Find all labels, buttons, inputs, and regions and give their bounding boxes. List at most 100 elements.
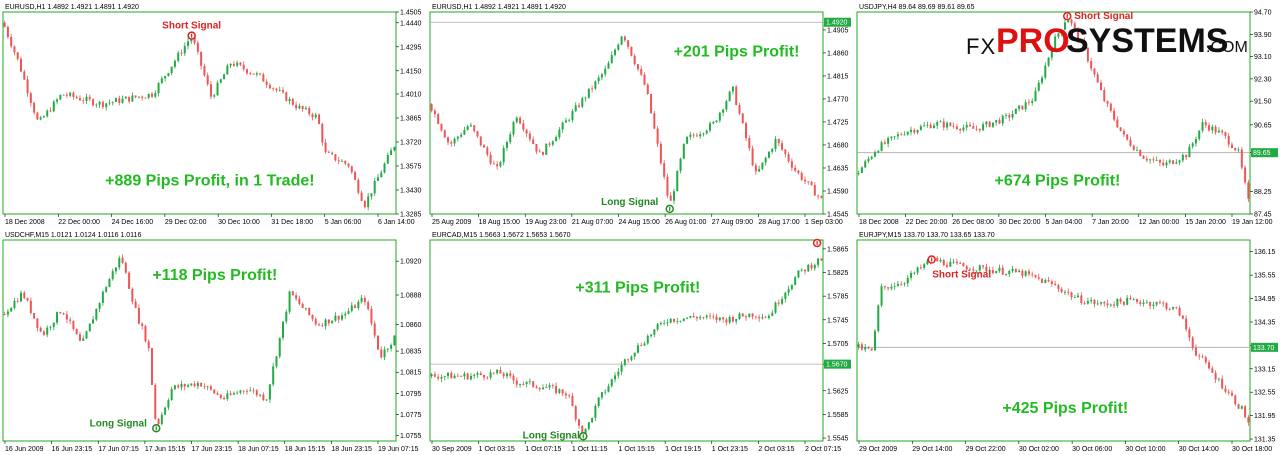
candle-body — [913, 129, 916, 133]
candle-body — [607, 386, 610, 392]
candle-body — [1119, 127, 1122, 131]
logo-com: .COM — [1206, 39, 1248, 56]
candle-body — [800, 172, 803, 180]
candle-body — [1103, 302, 1106, 304]
candle-body — [101, 291, 104, 303]
candle-body — [509, 373, 512, 376]
candle-body — [75, 96, 78, 99]
candle-body — [896, 134, 899, 137]
candle-body — [118, 257, 121, 268]
candle-body — [229, 63, 232, 66]
candle-body — [229, 393, 232, 395]
candle-body — [118, 98, 121, 103]
candle-body — [817, 195, 820, 197]
candle-body — [331, 320, 334, 324]
chart-svg: EURUSD,H1 1.4892 1.4921 1.4891 1.4920 1.4… — [2, 4, 422, 226]
x-tick-label: 12 Jan 00:00 — [1139, 219, 1180, 226]
candle-body — [108, 102, 111, 104]
profit-annotation: +674 Pips Profit! — [995, 173, 1121, 190]
candle-body — [741, 313, 744, 317]
candle-body — [936, 122, 939, 126]
candle-body — [722, 109, 725, 113]
candle-body — [350, 166, 353, 173]
candle-body — [916, 267, 919, 273]
candle-body — [1158, 302, 1161, 303]
candle-body — [1060, 288, 1063, 293]
chart-svg: EURJPY,M15 133.70 133.70 133.65 133.70 13… — [856, 232, 1278, 453]
x-tick-label: 1 Oct 03:15 — [479, 446, 515, 453]
candle-body — [190, 383, 193, 386]
candle-body — [213, 389, 216, 394]
candle-body — [334, 315, 337, 321]
candle-body — [291, 99, 294, 105]
candle-body — [187, 41, 190, 46]
candle-body — [633, 55, 636, 65]
candle-body — [447, 137, 450, 143]
candle-body — [1208, 362, 1211, 369]
y-tick-label: 92.30 — [1254, 76, 1272, 83]
candle-body — [245, 390, 248, 392]
y-tick-label: 90.65 — [1254, 122, 1272, 129]
y-tick-label: 1.5745 — [827, 317, 849, 324]
candle-body — [1152, 304, 1155, 306]
candle-body — [486, 377, 489, 379]
chart-svg: EURCAD,M15 1.5663 1.5672 1.5653 1.5670 1.… — [429, 232, 851, 453]
candle-body — [121, 257, 124, 263]
x-tick-label: 18 Jun 07:15 — [238, 446, 279, 453]
candle-body — [376, 335, 379, 350]
candle-body — [709, 315, 712, 317]
candle-body — [568, 395, 571, 397]
candle-body — [1070, 19, 1073, 24]
candle-body — [1080, 40, 1083, 42]
candle-body — [82, 100, 85, 102]
candle-body — [900, 134, 903, 136]
candle-body — [59, 94, 62, 100]
profit-annotation: +889 Pips Profit, in 1 Trade! — [105, 173, 314, 190]
candle-body — [337, 160, 340, 162]
candle-body — [108, 279, 111, 287]
candle-body — [880, 142, 883, 151]
candle-body — [75, 328, 78, 335]
candle-body — [988, 270, 991, 272]
candle-body — [193, 36, 196, 43]
x-tick-label: 17 Jun 23:15 — [192, 446, 233, 453]
candle-body — [340, 315, 343, 320]
y-tick-label: 1.5545 — [827, 436, 849, 443]
candle-body — [952, 125, 955, 127]
candle-body — [939, 121, 942, 123]
candle-body — [692, 316, 695, 318]
candle-body — [532, 139, 535, 144]
candle-body — [767, 315, 770, 318]
candle-body — [528, 381, 531, 383]
candle-body — [1096, 303, 1099, 305]
candle-body — [223, 74, 226, 80]
candle-body — [350, 305, 353, 312]
candle-body — [883, 286, 886, 288]
candle-body — [607, 63, 610, 69]
candle-body — [308, 108, 311, 115]
candle-body — [893, 136, 896, 138]
candle-body — [1001, 115, 1004, 124]
candle-body — [1008, 115, 1011, 118]
candle-body — [16, 300, 19, 302]
candle-body — [1067, 19, 1070, 23]
candle-body — [357, 301, 360, 309]
candle-body — [154, 384, 157, 419]
candle-body — [239, 390, 242, 393]
y-tick-label: 1.5625 — [827, 388, 849, 395]
y-tick-label: 1.5585 — [827, 412, 849, 419]
x-tick-label: 29 Oct 14:00 — [912, 446, 952, 453]
x-tick-label: 7 Jan 20:00 — [1092, 219, 1129, 226]
candle-body — [1011, 113, 1014, 118]
y-tick-label: 1.3720 — [400, 139, 422, 146]
candle-body — [512, 375, 515, 381]
candle-body — [262, 74, 265, 82]
candle-body — [887, 138, 890, 144]
candle-body — [1050, 50, 1053, 58]
x-tick-label: 16 Jun 2009 — [5, 446, 44, 453]
candle-body — [147, 93, 150, 98]
candle-body — [430, 374, 433, 376]
candle-body — [942, 259, 945, 266]
candle-body — [561, 122, 564, 130]
candle-body — [337, 315, 340, 320]
